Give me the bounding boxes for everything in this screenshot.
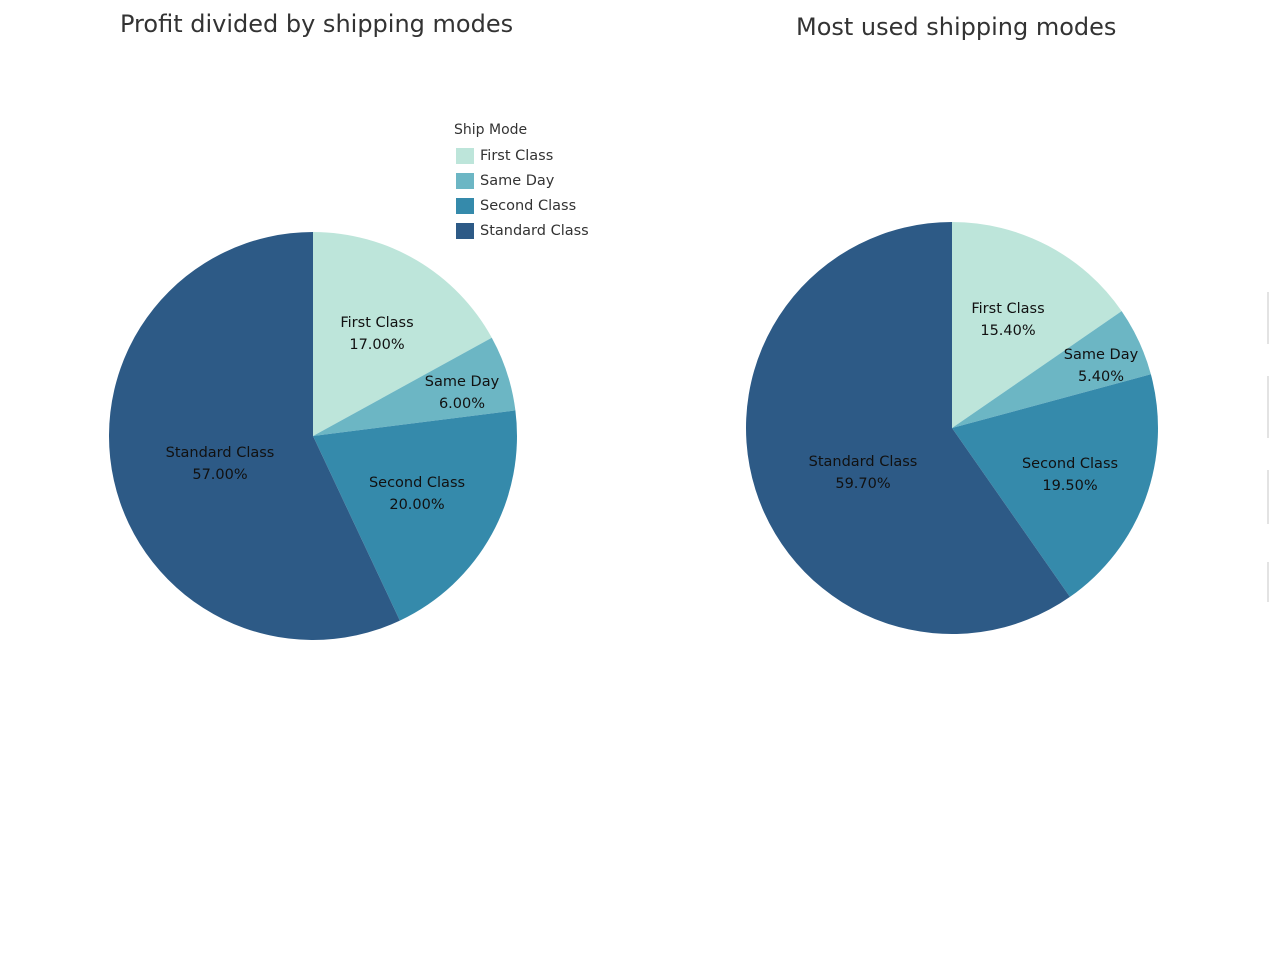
legend-item-first-class[interactable]: First Class [454,143,589,168]
legend-item-standard-class[interactable]: Standard Class [454,218,589,243]
chart-title-most-used: Most used shipping modes [796,13,1117,41]
legend-item-second-class[interactable]: Second Class [454,193,589,218]
pie-chart-profit: First Class 17.00% Same Day 6.00% Second Cla… [108,231,517,640]
slice-value-standard-class: 59.70% [835,476,890,492]
pie-slice-same-day[interactable] [313,337,516,436]
edge-tick [1267,376,1269,438]
pie-slice-same-day[interactable] [952,311,1151,428]
pie-slice-standard-class[interactable] [108,231,400,640]
slice-label-standard-class: Standard Class [809,454,918,470]
legend-swatch-first-class [456,147,474,164]
legend-label: Standard Class [480,222,589,239]
legend-title: Ship Mode [454,122,528,138]
slice-label-standard-class: Standard Class [166,445,275,461]
ship-mode-legend: Ship Mode First Class Same Day Second Cl… [454,122,589,243]
edge-tick [1267,470,1269,524]
legend-label: Second Class [480,197,577,214]
slice-value-second-class: 19.50% [1042,478,1097,494]
pie-slice-second-class[interactable] [952,374,1159,597]
pie-slice-standard-class[interactable] [745,222,1070,634]
slice-label-same-day: Same Day [425,374,500,390]
legend-label: First Class [480,147,554,164]
slice-value-same-day: 6.00% [439,396,485,412]
pie-slice-second-class[interactable] [313,410,517,621]
slice-value-second-class: 20.00% [389,497,444,513]
pie-chart-most-used: First Class 15.40% Same Day 5.40% Second Cla… [745,222,1159,634]
pie-slice-first-class[interactable] [313,232,492,436]
pie-slice-first-class[interactable] [952,222,1122,428]
chart-title-profit: Profit divided by shipping modes [120,10,514,38]
slice-label-second-class: Second Class [369,475,465,491]
legend-item-same-day[interactable]: Same Day [454,168,589,193]
legend-swatch-same-day [456,172,474,189]
slice-value-first-class: 17.00% [349,337,404,353]
slice-label-first-class: First Class [340,315,413,331]
legend-label: Same Day [480,172,555,189]
slice-value-first-class: 15.40% [980,323,1035,339]
slice-value-standard-class: 57.00% [192,467,247,483]
slice-value-same-day: 5.40% [1078,369,1124,385]
slice-label-first-class: First Class [971,301,1044,317]
slice-label-same-day: Same Day [1064,347,1139,363]
legend-swatch-standard-class [456,222,474,239]
legend-swatch-second-class [456,197,474,214]
edge-tick [1267,292,1269,344]
edge-tick [1267,562,1269,602]
slice-label-second-class: Second Class [1022,456,1118,472]
